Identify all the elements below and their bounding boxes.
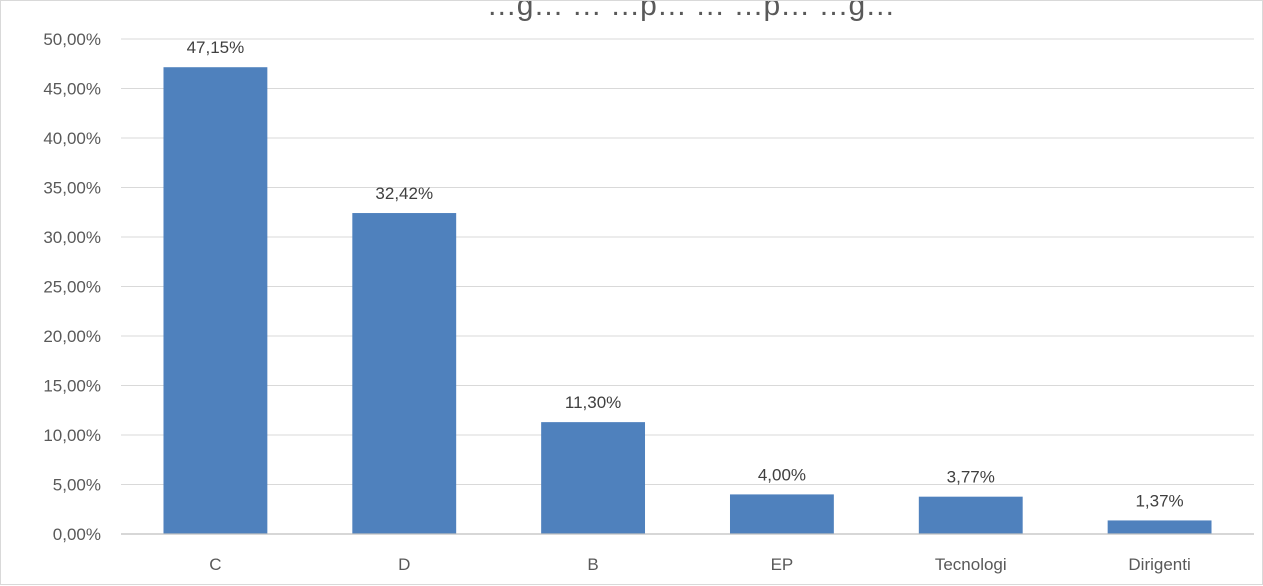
- x-tick-label: C: [209, 555, 221, 574]
- x-tick-label: EP: [771, 555, 794, 574]
- data-labels: 47,15% 32,42% 11,30% 4,00% 3,77% 1,37%: [187, 38, 1184, 510]
- x-axis-ticks: C D B EP Tecnologi Dirigenti: [209, 555, 1190, 574]
- data-label: 32,42%: [375, 184, 433, 203]
- bar-d: [352, 213, 457, 535]
- data-label: 4,00%: [758, 465, 806, 484]
- y-tick-label: 10,00%: [43, 426, 101, 445]
- x-tick-label: D: [398, 555, 410, 574]
- chart-title: …g… … …p… … …p… …g…: [487, 1, 895, 22]
- data-label: 47,15%: [187, 38, 245, 57]
- y-tick-label: 45,00%: [43, 80, 101, 99]
- data-label: 3,77%: [947, 468, 995, 487]
- y-tick-label: 0,00%: [53, 525, 101, 544]
- y-tick-label: 50,00%: [43, 30, 101, 49]
- bar-b: [541, 422, 646, 534]
- y-tick-label: 15,00%: [43, 377, 101, 396]
- y-tick-label: 40,00%: [43, 129, 101, 148]
- bar-tecnologi: [918, 496, 1023, 534]
- x-tick-label: Tecnologi: [935, 555, 1007, 574]
- bars: [163, 67, 1212, 535]
- bar-c: [163, 67, 268, 534]
- bar-ep: [729, 494, 834, 534]
- y-tick-label: 5,00%: [53, 476, 101, 495]
- y-axis-ticks: 0,00% 5,00% 10,00% 15,00% 20,00% 25,00% 30,00%…: [43, 30, 101, 544]
- y-tick-label: 35,00%: [43, 179, 101, 198]
- y-tick-label: 30,00%: [43, 228, 101, 247]
- x-tick-label: B: [587, 555, 598, 574]
- data-label: 1,37%: [1135, 491, 1183, 510]
- y-tick-label: 25,00%: [43, 278, 101, 297]
- data-label: 11,30%: [565, 393, 621, 412]
- y-tick-label: 20,00%: [43, 327, 101, 346]
- x-tick-label: Dirigenti: [1128, 555, 1190, 574]
- gridlines: [121, 38, 1254, 485]
- bar-dirigenti: [1107, 520, 1212, 534]
